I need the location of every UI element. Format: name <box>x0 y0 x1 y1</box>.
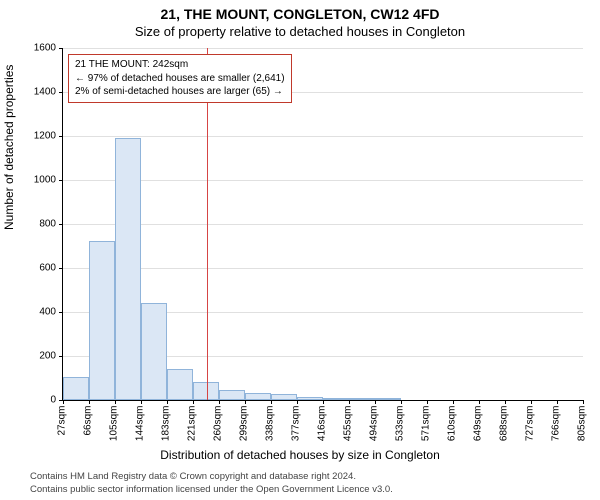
x-tick-mark <box>427 400 428 404</box>
x-tick-mark <box>63 400 64 404</box>
y-tick-mark <box>59 136 63 137</box>
footer-line: Contains HM Land Registry data © Crown c… <box>30 471 580 483</box>
x-tick-mark <box>271 400 272 404</box>
histogram-bar <box>115 138 141 400</box>
annotation-box: 21 THE MOUNT: 242sqm ← 97% of detached h… <box>68 54 292 103</box>
y-tick-label: 1400 <box>16 87 56 98</box>
page-title: 21, THE MOUNT, CONGLETON, CW12 4FD <box>0 6 600 22</box>
histogram-bar <box>63 377 89 400</box>
y-tick-label: 1000 <box>16 175 56 186</box>
y-tick-mark <box>59 224 63 225</box>
annotation-line: 2% of semi-detached houses are larger (6… <box>75 85 285 99</box>
x-tick-mark <box>297 400 298 404</box>
annotation-line: ← 97% of detached houses are smaller (2,… <box>75 72 285 86</box>
x-tick-mark <box>193 400 194 404</box>
histogram-bar <box>349 398 375 400</box>
y-tick-mark <box>59 48 63 49</box>
x-tick-mark <box>349 400 350 404</box>
x-tick-mark <box>479 400 480 404</box>
histogram-bar <box>297 397 323 400</box>
histogram-bar <box>89 241 115 401</box>
y-tick-label: 400 <box>16 307 56 318</box>
y-tick-label: 0 <box>16 395 56 406</box>
y-tick-mark <box>59 180 63 181</box>
x-tick-mark <box>531 400 532 404</box>
gridline <box>63 48 583 49</box>
y-tick-label: 800 <box>16 219 56 230</box>
x-axis-label: Distribution of detached houses by size … <box>0 448 600 462</box>
histogram-bar <box>167 369 192 400</box>
footer-line: Contains public sector information licen… <box>30 484 580 496</box>
histogram-bar <box>245 393 271 400</box>
x-tick-mark <box>219 400 220 404</box>
gridline <box>63 136 583 137</box>
histogram-bar <box>271 394 297 400</box>
x-tick-mark <box>557 400 558 404</box>
y-tick-mark <box>59 356 63 357</box>
histogram-bar <box>193 382 219 400</box>
x-tick-mark <box>401 400 402 404</box>
y-tick-mark <box>59 92 63 93</box>
x-tick-mark <box>115 400 116 404</box>
histogram-bar <box>375 398 401 400</box>
x-tick-mark <box>245 400 246 404</box>
chart-container: 21, THE MOUNT, CONGLETON, CW12 4FD Size … <box>0 0 600 500</box>
x-tick-mark <box>141 400 142 404</box>
x-tick-mark <box>505 400 506 404</box>
y-tick-label: 600 <box>16 263 56 274</box>
y-tick-label: 200 <box>16 351 56 362</box>
x-tick-mark <box>89 400 90 404</box>
y-axis-label: Number of detached properties <box>2 65 16 230</box>
histogram-bar <box>141 303 167 400</box>
y-tick-label: 1600 <box>16 43 56 54</box>
page-subtitle: Size of property relative to detached ho… <box>0 24 600 39</box>
y-tick-mark <box>59 312 63 313</box>
y-tick-label: 1200 <box>16 131 56 142</box>
x-tick-mark <box>323 400 324 404</box>
footer-attribution: Contains HM Land Registry data © Crown c… <box>30 471 580 496</box>
x-tick-mark <box>453 400 454 404</box>
histogram-bar <box>323 398 349 400</box>
x-tick-mark <box>375 400 376 404</box>
histogram-bar <box>219 390 245 400</box>
y-tick-mark <box>59 268 63 269</box>
x-tick-mark <box>583 400 584 404</box>
x-tick-mark <box>167 400 168 404</box>
annotation-line: 21 THE MOUNT: 242sqm <box>75 58 285 72</box>
